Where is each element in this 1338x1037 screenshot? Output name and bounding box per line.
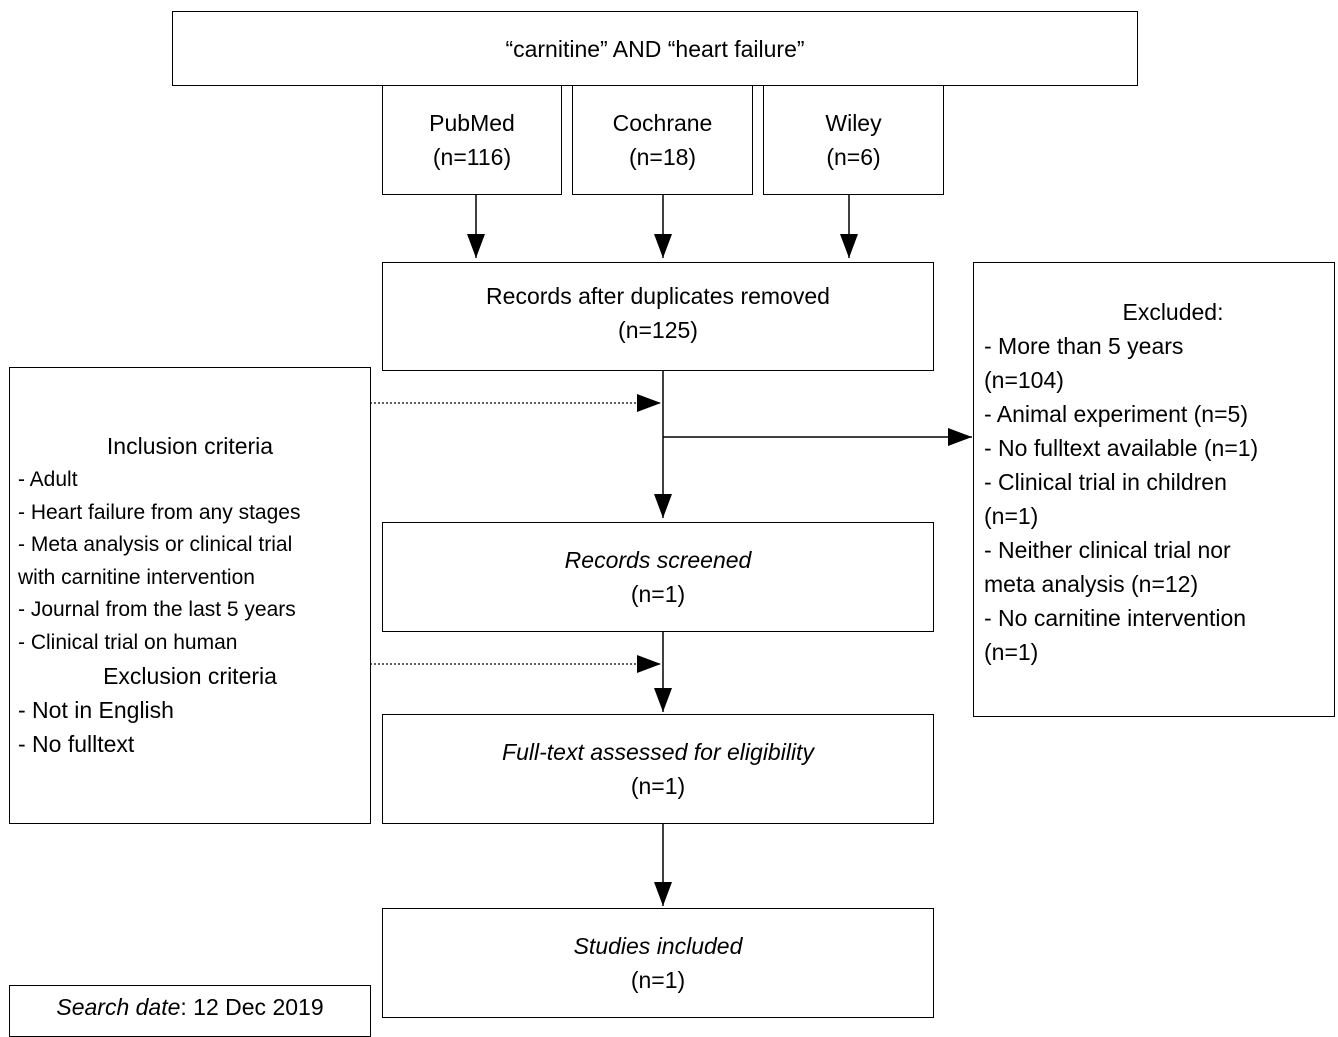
records-screened-count: (n=1) [630,581,686,607]
source-name: Wiley [825,110,882,136]
source-name: PubMed [429,110,515,136]
search-query-box: “carnitine” AND “heart failure” [172,11,1138,86]
exclusion-criteria-title: Exclusion criteria [103,663,277,689]
records-screened-label: Records screened [564,547,752,573]
duplicates-removed-box: Records after duplicates removed (n=125) [382,262,934,371]
fulltext-assessed-label: Full-text assessed for eligibility [502,739,814,765]
excluded-line: - Neither clinical trial nor [984,537,1231,563]
inclusion-item: - Heart failure from any stages [18,500,301,524]
search-date-value: : 12 Dec 2019 [180,994,324,1020]
studies-included-count: (n=1) [630,967,686,993]
search-date-label: Search date [56,994,181,1020]
fulltext-assessed-box: Full-text assessed for eligibility (n=1) [382,714,934,824]
source-count: (n=116) [432,144,512,170]
excluded-line: - More than 5 years [984,333,1184,359]
source-count: (n=6) [826,144,881,170]
search-query: “carnitine” AND “heart failure” [505,35,805,62]
excluded-line: (n=104) [984,367,1064,393]
source-name: Cochrane [612,110,713,136]
exclusion-item: - No fulltext [18,731,135,757]
fulltext-assessed-count: (n=1) [630,773,686,799]
inclusion-item: - Clinical trial on human [18,630,238,654]
studies-included-label: Studies included [573,933,743,959]
source-box-cochrane: Cochrane (n=18) [572,85,753,195]
source-box-pubmed: PubMed (n=116) [382,85,562,195]
records-screened-box: Records screened (n=1) [382,522,934,632]
source-box-wiley: Wiley (n=6) [763,85,944,195]
excluded-line: (n=1) [984,503,1039,529]
duplicates-removed-label: Records after duplicates removed [486,282,830,309]
source-count: (n=18) [628,144,697,170]
inclusion-criteria-title: Inclusion criteria [106,433,274,459]
excluded-line: - No fulltext available (n=1) [984,435,1259,461]
studies-included-box: Studies included (n=1) [382,908,934,1018]
excluded-title: Excluded: [1122,299,1224,325]
excluded-line: meta analysis (n=12) [984,571,1199,597]
search-date-box: Search date: 12 Dec 2019 [9,985,371,1037]
inclusion-item: - Meta analysis or clinical trial [18,533,293,556]
excluded-box: Excluded: - More than 5 years (n=104) - … [973,262,1335,717]
inclusion-item: - Journal from the last 5 years [18,598,296,621]
inclusion-item: with carnitine intervention [18,565,255,589]
excluded-line: - Animal experiment (n=5) [984,401,1248,427]
excluded-line: - No carnitine intervention [984,605,1247,631]
criteria-box: Inclusion criteria - Adult - Heart failu… [9,367,371,824]
duplicates-removed-count: (n=125) [618,316,698,343]
exclusion-item: - Not in English [18,697,174,723]
inclusion-item: - Adult [18,468,78,491]
excluded-line: - Clinical trial in children [984,469,1227,495]
excluded-line: (n=1) [984,639,1039,665]
